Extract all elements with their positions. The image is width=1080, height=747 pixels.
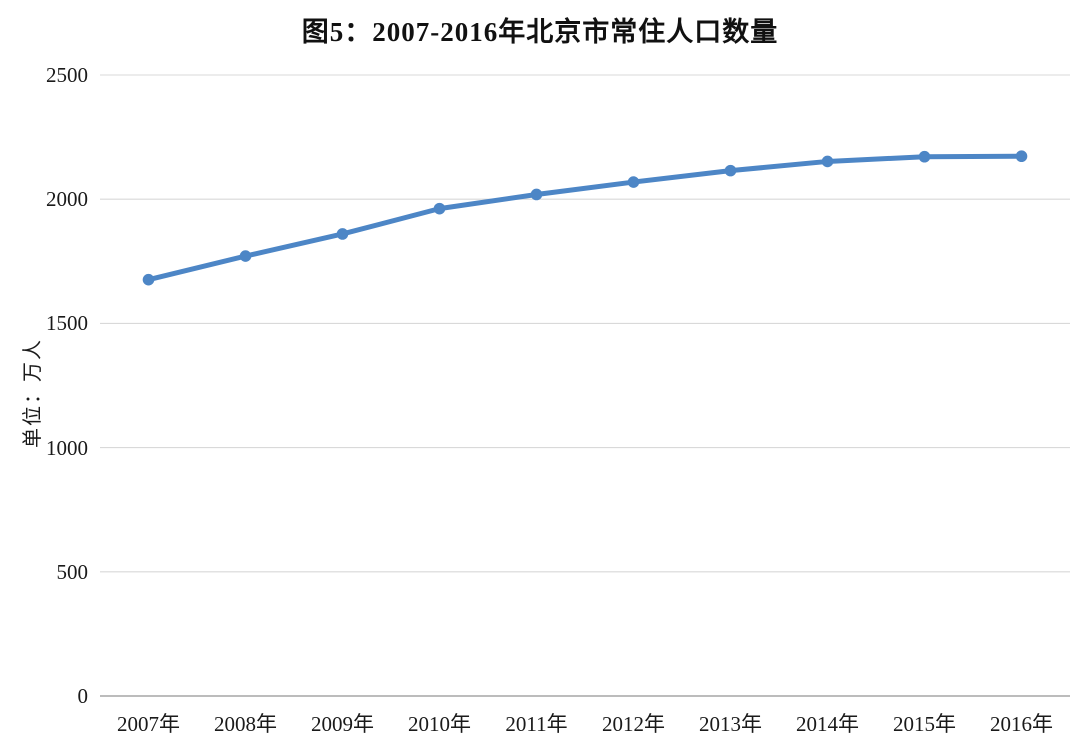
y-tick-label: 1000: [46, 435, 88, 460]
y-tick-label: 2500: [46, 63, 88, 87]
data-point: [142, 273, 155, 286]
data-point: [239, 250, 252, 262]
x-tick-label: 2010年: [408, 712, 471, 736]
x-tick-label: 2009年: [311, 712, 374, 736]
x-tick-label: 2014年: [796, 712, 859, 736]
x-tick-label: 2007年: [117, 712, 180, 736]
x-tick-label: 2012年: [602, 712, 665, 736]
x-tick-label: 2015年: [893, 712, 956, 736]
y-tick-label: 0: [77, 684, 89, 708]
data-point: [918, 150, 931, 163]
x-tick-label: 2008年: [214, 712, 277, 736]
data-point: [627, 176, 640, 188]
x-tick-label: 2013年: [699, 712, 762, 736]
y-tick-label: 2000: [46, 187, 88, 212]
x-tick-label: 2011年: [505, 712, 568, 736]
data-point: [1015, 150, 1028, 163]
data-point: [530, 188, 543, 201]
x-tick-label: 2016年: [990, 712, 1053, 736]
data-point: [433, 202, 446, 215]
y-tick-label: 500: [56, 559, 89, 584]
data-point: [336, 228, 349, 240]
chart-title: 图5：2007-2016年北京市常住人口数量: [301, 17, 779, 47]
data-point: [724, 164, 737, 177]
y-tick-label: 1500: [46, 311, 88, 336]
data-point: [821, 155, 834, 168]
data-line: [146, 153, 1024, 283]
